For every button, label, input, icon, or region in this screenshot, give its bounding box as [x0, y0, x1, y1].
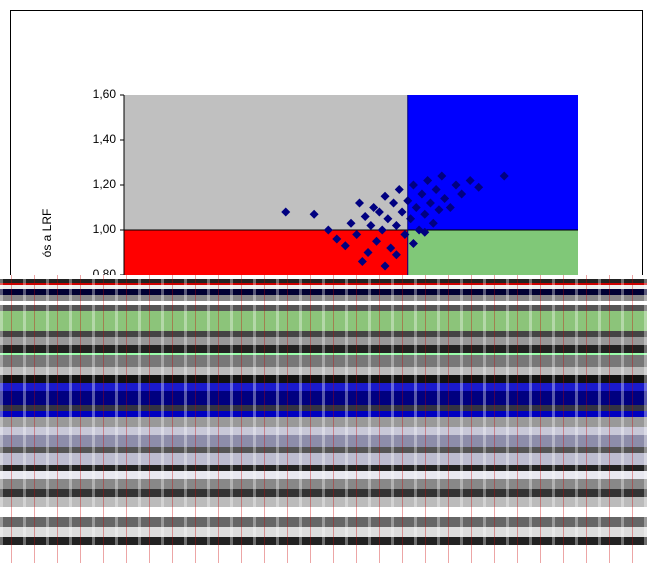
scatter-point [428, 218, 438, 228]
scatter-point [400, 230, 410, 239]
scatter-point [386, 243, 396, 253]
scatter-point [363, 248, 373, 257]
scatter-point [440, 194, 450, 203]
scatter-point [355, 198, 365, 208]
scatter-point [377, 225, 387, 235]
scatter-point [309, 209, 319, 219]
y-tick-label: 1,00 [93, 222, 117, 236]
scatter-point [451, 180, 461, 190]
scatter-point [431, 185, 441, 194]
scatter-point [391, 221, 401, 230]
scatter-point [372, 236, 382, 246]
scatter-point [499, 171, 509, 181]
scatter-point [397, 207, 407, 217]
scatter-point [340, 241, 350, 251]
y-tick-label: 1,60 [93, 87, 117, 101]
scatter-point [457, 189, 467, 199]
scatter-point [445, 203, 455, 212]
scatter-point [434, 205, 444, 215]
scatter-point [366, 221, 376, 230]
scatter-point [369, 203, 379, 212]
scatter-point [403, 196, 413, 206]
scatter-point [408, 239, 418, 248]
scatter-point [417, 189, 427, 199]
scatter-point [406, 214, 416, 224]
scatter-point [437, 171, 447, 181]
y-tick-label: 1,40 [93, 132, 117, 146]
scatter-point [380, 191, 390, 201]
scatter-point [474, 182, 484, 192]
scatter-point [374, 207, 384, 217]
scatter-point [346, 218, 356, 228]
scatter-point [420, 209, 430, 219]
scatter-point [391, 250, 401, 260]
quadrant-upper-right [407, 95, 578, 230]
scatter-point [394, 185, 404, 194]
scatter-point [332, 234, 342, 244]
scatter-point [408, 180, 418, 190]
quadrant-upper-left [124, 95, 408, 230]
y-tick-label: 1,20 [93, 177, 117, 191]
scatter-point [425, 198, 435, 208]
scatter-point [323, 225, 333, 235]
scatter-point [360, 212, 370, 221]
scatter-point [281, 207, 291, 217]
scatter-point [411, 203, 421, 212]
scatter-point [389, 198, 399, 208]
scatter-point [380, 261, 390, 271]
corrupted-region [0, 275, 647, 563]
scatter-point [465, 176, 475, 185]
scatter-point [357, 257, 367, 266]
scatter-point [352, 230, 362, 239]
scatter-point [420, 227, 430, 237]
y-axis-label: ós a LRF [40, 209, 54, 258]
scatter-point [383, 214, 393, 224]
scatter-point [423, 176, 433, 185]
